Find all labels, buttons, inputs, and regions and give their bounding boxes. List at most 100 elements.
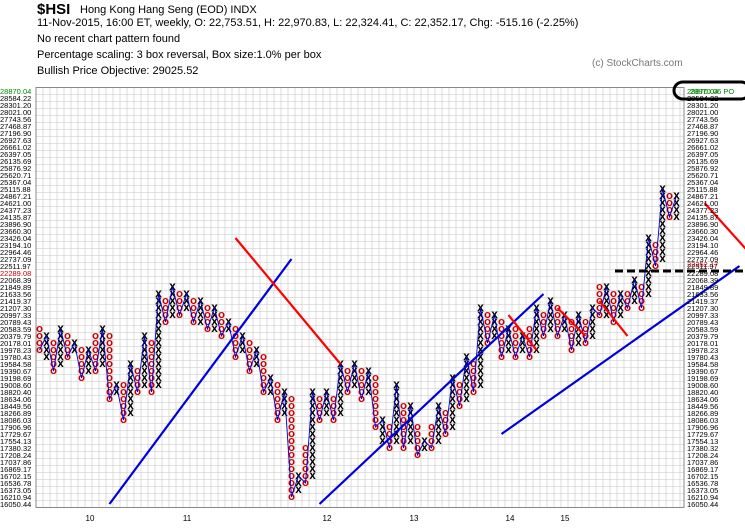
- y-axis-tick-label-left: 17554.13: [0, 437, 31, 446]
- y-axis-tick-label: 21207.30: [687, 304, 718, 313]
- x-box: X: [155, 374, 162, 384]
- x-box: X: [309, 395, 316, 405]
- y-axis-tick-label: 27196.90: [687, 129, 718, 138]
- y-axis-tick-label: 23426.04: [687, 234, 718, 243]
- o-box: O: [64, 332, 71, 341]
- x-box: X: [393, 423, 400, 433]
- y-axis-tick-label-left: 25620.71: [0, 171, 31, 180]
- o-box: O: [120, 409, 127, 418]
- o-box: O: [386, 444, 393, 453]
- y-axis-tick-label: 28870.04: [687, 87, 718, 96]
- pnf-chart: OOOOXXXXOOOOOXXXXXXOOOOXXOOOOOXXXXOOOOOO…: [0, 80, 745, 523]
- y-axis-tick-label: 27743.56: [687, 115, 718, 124]
- y-axis-tick-label: 17554.13: [687, 437, 718, 446]
- y-axis-tick-label-left: 20997.33: [0, 311, 31, 320]
- y-axis-tick-label: 26927.63: [687, 136, 718, 145]
- x-box: X: [127, 395, 134, 405]
- x-box: X: [575, 332, 582, 342]
- x-box: X: [645, 290, 652, 300]
- o-box: O: [78, 353, 85, 362]
- x-box: X: [127, 409, 134, 419]
- o-box: O: [358, 374, 365, 383]
- o-box: O: [610, 297, 617, 306]
- o-box: O: [470, 360, 477, 369]
- o-box: O: [148, 353, 155, 362]
- o-box: O: [540, 318, 547, 327]
- x-box: X: [589, 332, 596, 342]
- o-box: O: [190, 311, 197, 320]
- o-box: O: [288, 395, 295, 404]
- x-box: X: [673, 192, 680, 202]
- o-box: O: [288, 486, 295, 495]
- o-box: O: [92, 353, 99, 362]
- o-box: O: [162, 297, 169, 306]
- o-box: O: [372, 402, 379, 411]
- y-axis-tick-label: 24135.87: [687, 213, 718, 222]
- x-box: X: [141, 367, 148, 377]
- chart-grid: [35, 87, 685, 508]
- x-box: X: [141, 381, 148, 391]
- y-axis-tick-label: 19198.69: [687, 374, 718, 383]
- x-box: X: [253, 360, 260, 370]
- x-box: X: [85, 367, 92, 377]
- y-axis-tick-label: 17208.24: [687, 451, 718, 460]
- x-box: X: [449, 423, 456, 433]
- x-box: X: [365, 388, 372, 398]
- x-box: X: [253, 353, 260, 363]
- x-box: X: [659, 248, 666, 258]
- x-box: X: [169, 311, 176, 321]
- x-box: X: [393, 388, 400, 398]
- x-box: X: [603, 311, 610, 321]
- x-axis-tick-label: 11: [183, 514, 192, 523]
- y-axis-tick-label: 22511.97: [687, 262, 718, 271]
- x-box: X: [449, 402, 456, 412]
- x-box: X: [127, 367, 134, 377]
- x-box: X: [141, 346, 148, 356]
- o-box: O: [288, 493, 295, 502]
- o-box: O: [596, 283, 603, 292]
- o-box: O: [78, 360, 85, 369]
- x-box: X: [659, 199, 666, 209]
- y-axis-tick-label: 18820.40: [687, 388, 718, 397]
- x-box: X: [85, 360, 92, 370]
- y-axis-tick-label-left: 23194.10: [0, 241, 31, 250]
- o-box: O: [260, 353, 267, 362]
- x-box: X: [393, 416, 400, 426]
- x-box: X: [435, 416, 442, 426]
- o-box: O: [652, 255, 659, 264]
- x-box: X: [449, 395, 456, 405]
- y-axis-tick-label: 25367.04: [687, 178, 718, 187]
- o-box: O: [414, 430, 421, 439]
- o-box: O: [288, 479, 295, 488]
- o-box: O: [456, 402, 463, 411]
- x-box: X: [435, 423, 442, 433]
- bearish-resistance-line: [507, 314, 538, 351]
- x-box: X: [309, 451, 316, 461]
- o-box: O: [232, 325, 239, 334]
- x-box: X: [645, 248, 652, 258]
- y-axis-tick-label: 16373.05: [687, 486, 718, 495]
- o-box: O: [50, 360, 57, 369]
- o-box: O: [442, 416, 449, 425]
- o-box: O: [470, 388, 477, 397]
- y-axis-tick-label: 25115.88: [687, 185, 718, 194]
- x-box: X: [463, 381, 470, 391]
- y-axis-tick-label-left: 24621.00: [0, 199, 31, 208]
- o-box: O: [498, 339, 505, 348]
- y-axis-tick-label-left: 16210.94: [0, 493, 31, 502]
- o-box: O: [134, 381, 141, 390]
- o-box: O: [260, 374, 267, 383]
- o-box: O: [456, 381, 463, 390]
- y-axis-tick-label-left: 16536.78: [0, 479, 31, 488]
- o-box: O: [526, 353, 533, 362]
- o-box: O: [106, 367, 113, 376]
- o-box: O: [316, 402, 323, 411]
- o-box: O: [540, 311, 547, 320]
- x-box: X: [533, 339, 540, 349]
- o-box: O: [316, 395, 323, 404]
- x-box: X: [659, 192, 666, 202]
- y-axis-tick-label: 24867.21: [687, 192, 718, 201]
- o-box: O: [512, 346, 519, 355]
- o-box: O: [246, 353, 253, 362]
- x-box: X: [309, 409, 316, 419]
